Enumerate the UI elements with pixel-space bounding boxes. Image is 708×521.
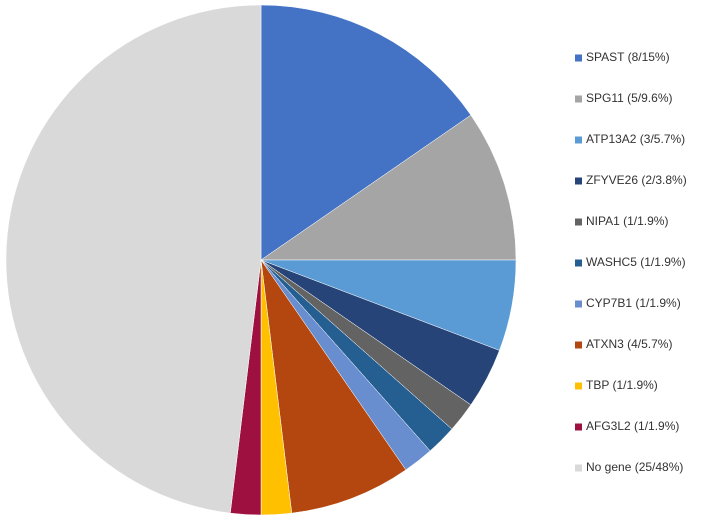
legend-label: NIPA1 (1/1.9%) <box>586 214 668 228</box>
legend-swatch <box>575 300 582 308</box>
legend-swatch <box>575 136 582 144</box>
legend-label: No gene (25/48%) <box>586 460 683 474</box>
legend-swatch <box>575 218 582 226</box>
legend-label: SPAST (8/15%) <box>586 50 670 64</box>
legend-label: TBP (1/1.9%) <box>586 378 658 392</box>
legend-label: AFG3L2 (1/1.9%) <box>586 419 679 433</box>
legend-swatch <box>575 423 582 431</box>
pie-slice <box>260 4 472 261</box>
legend-swatch <box>575 464 582 472</box>
pie-slice <box>260 114 517 261</box>
legend-swatch <box>575 341 582 349</box>
legend-swatch <box>575 95 582 103</box>
legend-swatch <box>575 177 582 185</box>
legend-label: WASHC5 (1/1.9%) <box>586 255 686 269</box>
legend-swatch <box>575 382 582 390</box>
legend-swatch <box>575 54 582 62</box>
legend-label: ATP13A2 (3/5.7%) <box>586 132 685 146</box>
legend-label: ATXN3 (4/5.7%) <box>586 337 672 351</box>
pie-slice <box>5 4 262 514</box>
legend-label: SPG11 (5/9.6%) <box>586 91 672 105</box>
pie-slice <box>260 259 407 514</box>
legend-label: CYP7B1 (1/1.9%) <box>586 296 681 310</box>
legend-swatch <box>575 259 582 267</box>
legend-label: ZFYVE26 (2/3.8%) <box>586 173 687 187</box>
